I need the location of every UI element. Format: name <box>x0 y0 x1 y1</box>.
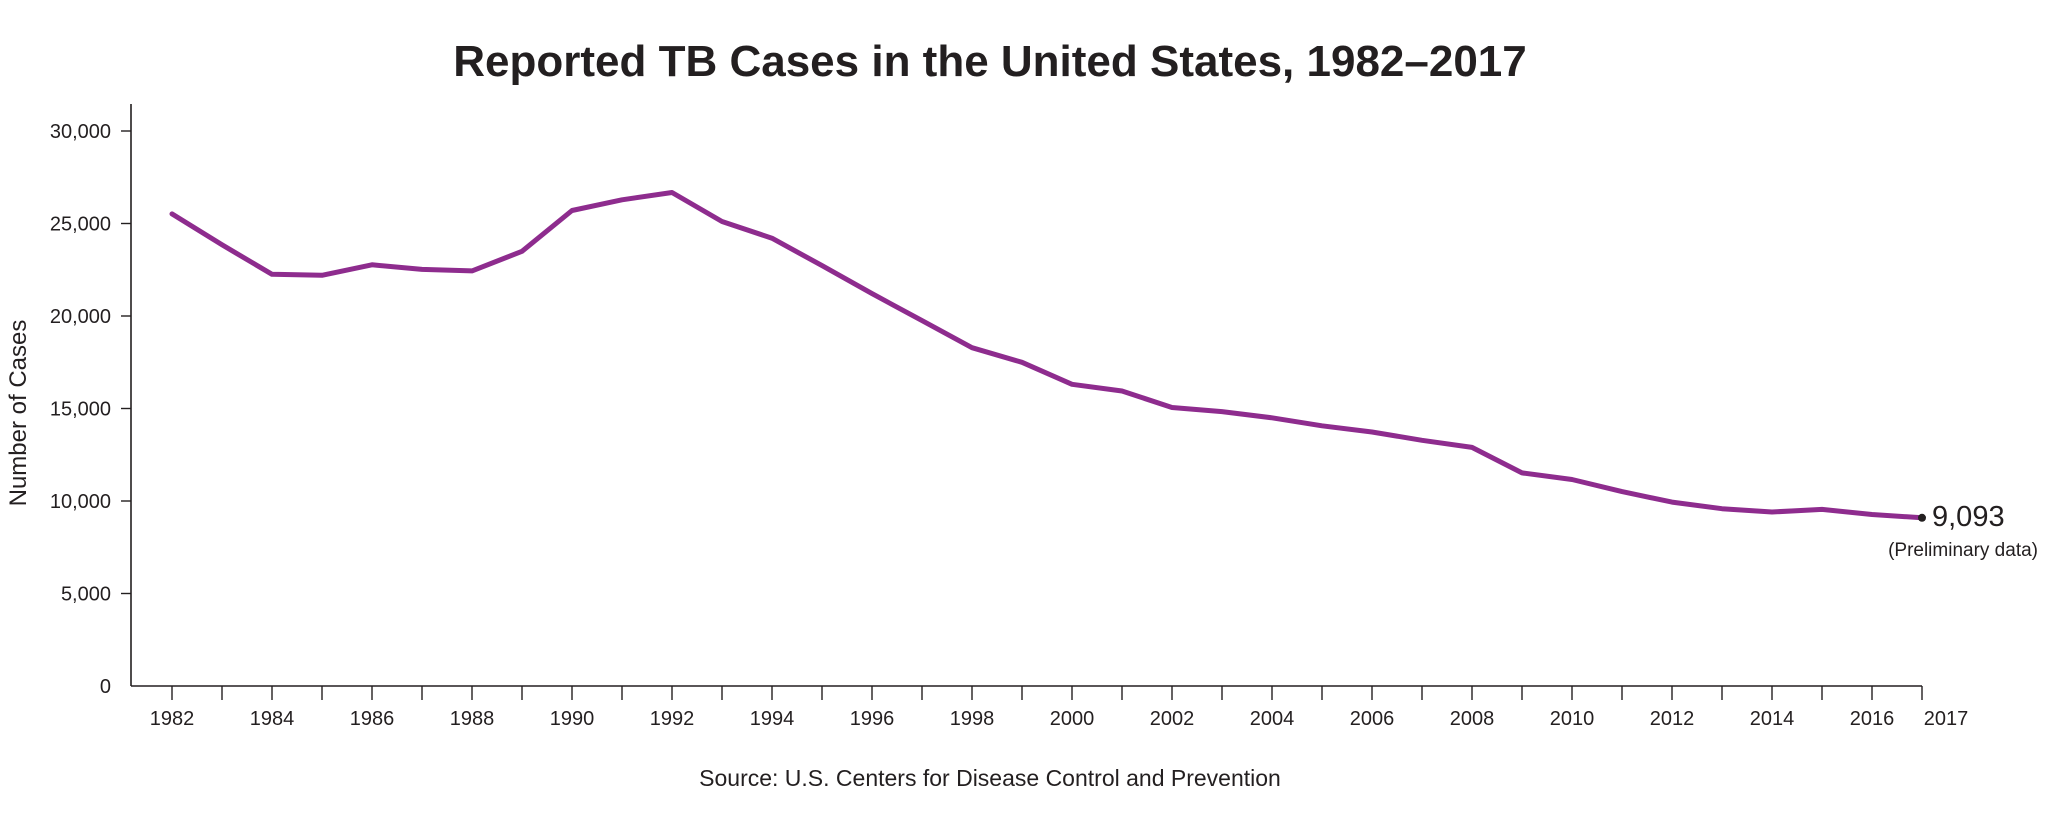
x-tick-label: 2008 <box>1450 708 1495 730</box>
y-tick-label: 5,000 <box>61 584 111 606</box>
y-tick-label: 25,000 <box>50 214 111 236</box>
y-axis-label: Number of Cases <box>5 320 32 507</box>
x-tick-label: 1992 <box>650 708 695 730</box>
x-tick-label: 2010 <box>1550 708 1595 730</box>
y-tick-label: 10,000 <box>50 491 111 513</box>
annotation-layer: 9,093 (Preliminary data) <box>1888 501 2038 561</box>
x-tick-label: 1988 <box>450 708 495 730</box>
end-point-marker <box>1918 513 1926 522</box>
x-axis-ticks: 1982 1984 1986 1988 1990 1992 1994 1996 1998 2000… <box>150 686 1969 730</box>
y-tick-label: 30,000 <box>50 121 111 143</box>
x-tick-label: 1998 <box>950 708 995 730</box>
x-tick-label: 2016 <box>1850 708 1895 730</box>
series-line <box>169 190 1925 521</box>
x-tick-label: 2017 <box>1924 708 1969 730</box>
x-tick-label: 2000 <box>1050 708 1095 730</box>
x-tick-label: 2014 <box>1750 708 1795 730</box>
x-tick-label: 1994 <box>750 708 795 730</box>
x-tick-label: 2002 <box>1150 708 1195 730</box>
x-tick-label: 2006 <box>1350 708 1395 730</box>
x-tick-label: 2012 <box>1650 708 1695 730</box>
y-tick-label: 0 <box>100 676 111 698</box>
x-tick-label: 1984 <box>250 708 295 730</box>
source-note: Source: U.S. Centers for Disease Control… <box>699 765 1281 791</box>
y-tick-label: 20,000 <box>50 306 111 328</box>
y-axis-ticks: 0 5,000 10,000 15,000 20,000 25,000 30,000 <box>50 121 131 698</box>
end-value-label: 9,093 <box>1932 501 2005 533</box>
series-layer <box>169 190 1925 521</box>
x-tick-label: 1986 <box>350 708 395 730</box>
x-tick-label: 1982 <box>150 708 195 730</box>
x-tick-label: 1990 <box>550 708 595 730</box>
x-tick-label: 1996 <box>850 708 895 730</box>
chart-title: Reported TB Cases in the United States, … <box>453 37 1527 86</box>
y-tick-label: 15,000 <box>50 399 111 421</box>
x-tick-label: 2004 <box>1250 708 1295 730</box>
preliminary-data-note: (Preliminary data) <box>1888 540 2038 561</box>
